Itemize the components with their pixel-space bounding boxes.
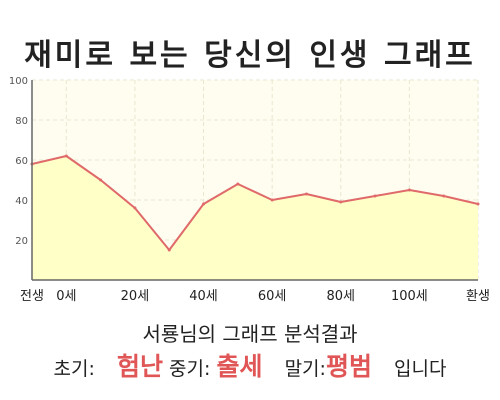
data-point <box>167 248 171 252</box>
y-tick-label: 100 <box>9 76 28 87</box>
mid-label: 중기: <box>169 358 211 380</box>
data-point <box>133 206 137 210</box>
mid-value: 출세 <box>216 352 263 381</box>
data-point <box>270 198 274 202</box>
result-summary: 초기: 험난 중기: 출세 말기:평범 입니다 <box>0 347 500 383</box>
x-tick-label: 80세 <box>327 289 356 304</box>
data-point <box>236 182 240 186</box>
data-point <box>476 202 480 206</box>
data-point <box>373 194 377 198</box>
y-tick-label: 20 <box>15 236 28 247</box>
y-tick-label: 60 <box>15 156 28 167</box>
data-point <box>339 200 343 204</box>
x-tick-label: 100세 <box>391 289 428 304</box>
data-point <box>202 202 206 206</box>
result-title: 서룡님의 그래프 분석결과 <box>142 322 358 346</box>
y-tick-label: 40 <box>15 196 28 207</box>
data-point <box>407 188 411 192</box>
page-title: 재미로 보는 당신의 인생 그래프 <box>24 38 476 73</box>
early-value: 험난 <box>116 352 163 381</box>
data-point <box>304 192 308 196</box>
y-tick-label: 80 <box>15 116 28 127</box>
series-line <box>31 155 479 251</box>
x-tick-label: 전생 <box>20 289 44 304</box>
series-area <box>32 156 478 280</box>
data-point <box>64 154 68 158</box>
result-suffix: 입니다 <box>394 358 447 380</box>
x-tick-label: 0세 <box>56 289 76 304</box>
life-graph-chart: 20 40 60 80 100 전생 0세 20세 40세 60세 80세 100세 환생 <box>9 76 490 304</box>
late-value: 평범 <box>325 352 372 381</box>
x-tick-label: 환생 <box>466 289 490 304</box>
x-tick-label: 20세 <box>121 289 150 304</box>
late-label: 말기: <box>284 358 326 380</box>
x-tick-label: 60세 <box>258 289 287 304</box>
data-point <box>99 178 103 182</box>
early-label: 초기: <box>53 358 95 380</box>
x-tick-label: 40세 <box>189 289 218 304</box>
data-point <box>442 194 446 198</box>
